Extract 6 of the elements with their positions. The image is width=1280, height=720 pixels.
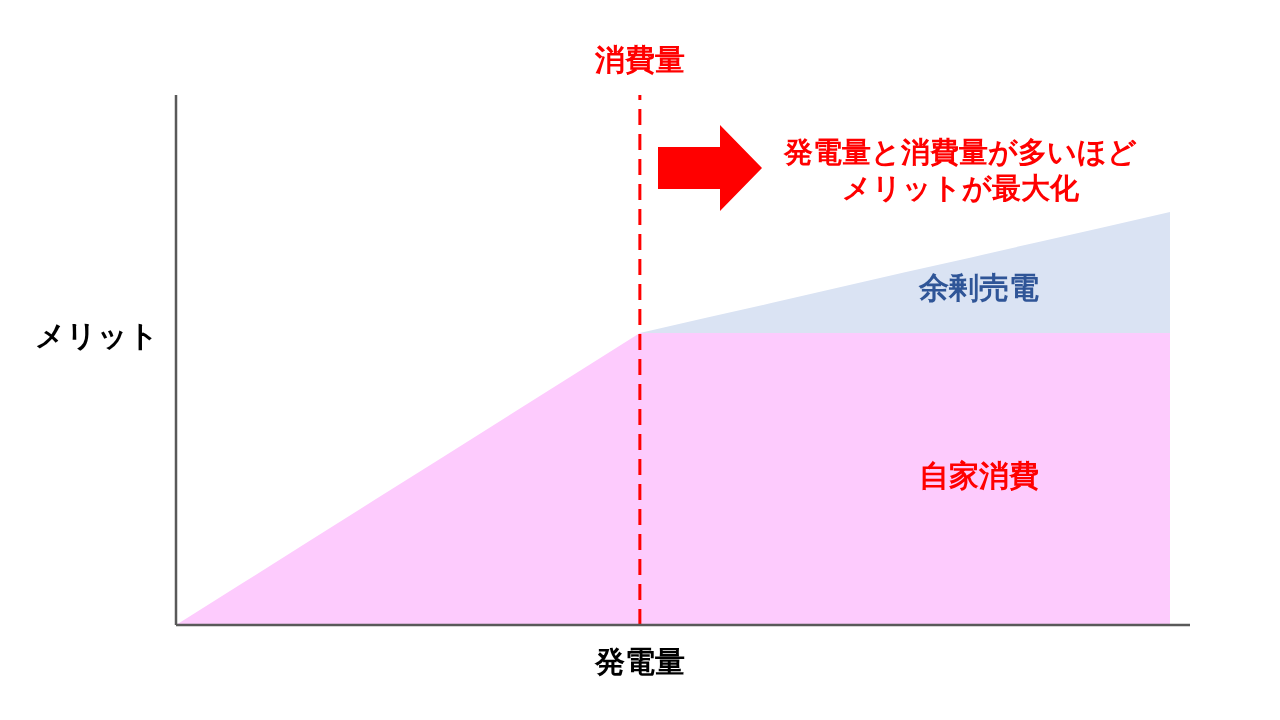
x-axis-title: 発電量 — [595, 644, 685, 680]
series-label: 自家消費 — [919, 458, 1040, 494]
text: 発電量と消費量が多いほどメリットが最大化 — [782, 134, 1138, 206]
series-label: 余剰売電 — [919, 270, 1040, 307]
y-axis-title: メリット — [35, 318, 159, 354]
text: 消費量 — [594, 42, 685, 78]
